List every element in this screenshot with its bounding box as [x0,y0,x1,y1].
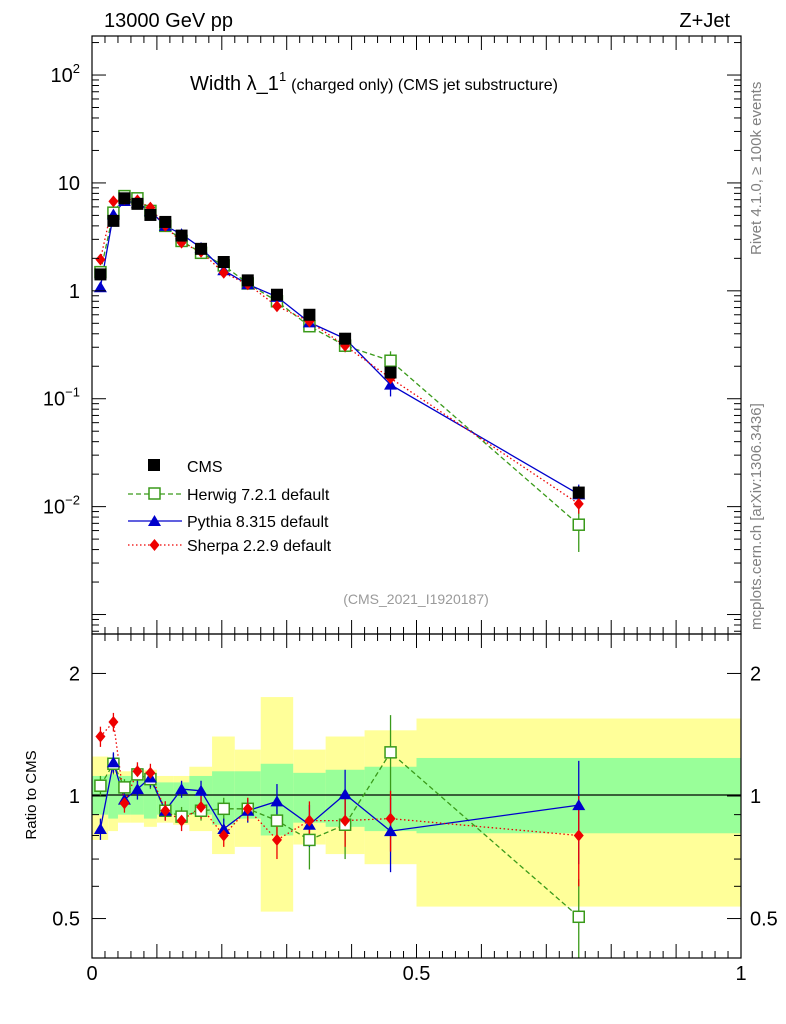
main-point-herwig [572,518,585,531]
main-point-cms [107,214,120,227]
legend-label-sherpa: Sherpa 2.2.9 default [187,538,332,555]
ratio-point-sherpa [218,829,229,842]
ratio-xtick-label: 0.5 [403,963,431,985]
header-energy: 13000 GeV pp [104,10,233,32]
legend-marker-pythia [148,515,161,526]
legend-label-herwig: Herwig 7.2.1 default [187,487,330,504]
main-ytick-label: 10−2 [43,493,80,519]
ratio-ytick-label-right: 1 [750,786,761,808]
ratio-point-herwig [94,779,107,792]
legend-label-pythia: Pythia 8.315 default [187,514,329,531]
main-point-sherpa [573,497,584,510]
ratio-point-sherpa [573,829,584,842]
main-title: Width λ_11 (charged only) (CMS jet substr… [190,69,558,95]
ratio-point-sherpa [340,814,351,827]
main-point-cms [144,208,157,221]
ratio-point-pythia [93,822,107,834]
ratio-point-pythia [572,799,586,811]
ratio-point-herwig [118,781,131,794]
ratio-point-sherpa [108,715,119,728]
ratio-ytick-label-left: 0.5 [52,909,80,931]
ratio-point-herwig [217,802,230,816]
main-point-cms [217,256,230,269]
rivet-version-label: Rivet 4.1.0, ≥ 100k events [748,82,765,255]
main-point-cms [241,274,254,287]
ratio-axes: 2 2 1 1 0.5 0.5 0 0.5 1 [52,633,778,985]
ratio-ylabel: Ratio to CMS [23,750,40,839]
ratio-band-inner [143,779,157,819]
main-point-sherpa [95,253,106,266]
ratio-point-sherpa [160,804,171,817]
ratio-xtick-label: 0 [86,963,97,985]
main-point-cms [384,366,397,379]
ratio-ytick-label-left: 1 [69,786,80,808]
main-title-superscript: 1 [279,69,286,84]
ratio-point-sherpa [242,802,253,815]
ratio-point-pythia [194,784,208,796]
ratio-point-sherpa [385,812,396,825]
ratio-point-pythia [175,783,189,795]
ratio-point-pythia [217,822,231,834]
ratio-point-pythia [106,756,120,768]
main-ytick-label: 102 [51,61,80,87]
ratio-uncertainty-bands [92,697,741,912]
ratio-ytick-label-left: 2 [69,663,80,685]
main-title-text: Width λ_1 [190,73,279,95]
header-process: Z+Jet [679,10,730,32]
main-point-sherpa [108,195,119,208]
ratio-point-sherpa [304,814,315,827]
ratio-point-sherpa [132,765,143,778]
ratio-point-herwig [270,814,284,827]
main-error-bars [99,194,580,552]
main-point-cms [572,486,585,499]
main-axes: 102 10 1 10−1 10−2 [43,35,742,635]
mcplots-label: mcplots.cern.ch [arXiv:1306.3436] [748,403,765,630]
ratio-point-sherpa [145,766,156,779]
main-point-cms [303,308,316,321]
ratio-point-sherpa [95,730,106,743]
main-point-herwig [384,354,397,367]
main-point-sherpa [218,266,229,279]
legend-marker-herwig [148,487,161,500]
ratio-point-pythia [270,795,284,807]
main-point-cms [131,197,144,210]
main-markers [93,189,586,531]
ratio-point-pythia [130,783,144,795]
main-ytick-label: 10 [58,173,80,195]
analysis-tag: (CMS_2021_I1920187) [343,591,489,607]
main-point-cms [94,268,107,281]
main-point-pythia [93,281,107,293]
ratio-point-herwig [303,833,316,847]
ratio-point-pythia [384,825,398,837]
legend: CMS Herwig 7.2.1 default Pythia 8.315 de… [128,459,332,555]
main-title-suffix: (charged only) (CMS jet substructure) [291,77,558,94]
main-point-cms [270,288,283,301]
ratio-point-sherpa [271,833,282,846]
main-point-sherpa [271,300,282,313]
legend-label-cms: CMS [187,459,223,476]
main-point-cms [195,242,208,255]
main-series-lines [99,195,580,526]
ratio-markers [93,715,586,924]
main-point-cms [159,215,172,228]
ratio-point-sherpa [176,814,187,827]
legend-marker-sherpa [149,539,160,551]
main-point-cms [339,332,352,345]
ratio-point-sherpa [196,800,207,813]
ratio-band-inner [108,774,118,819]
ratio-point-herwig [384,746,397,759]
main-ytick-label: 10−1 [43,385,80,411]
ratio-ytick-label-right: 2 [750,663,761,685]
legend-marker-cms [148,459,160,471]
main-point-cms [118,192,131,205]
ratio-point-herwig [572,910,585,924]
main-point-cms [175,229,188,242]
main-line-herwig [99,195,580,526]
ratio-point-sherpa [119,797,130,810]
main-ytick-label: 1 [69,281,80,303]
ratio-ytick-label-right: 0.5 [750,909,778,931]
ratio-point-pythia [338,788,352,800]
ratio-xtick-label: 1 [735,963,746,985]
